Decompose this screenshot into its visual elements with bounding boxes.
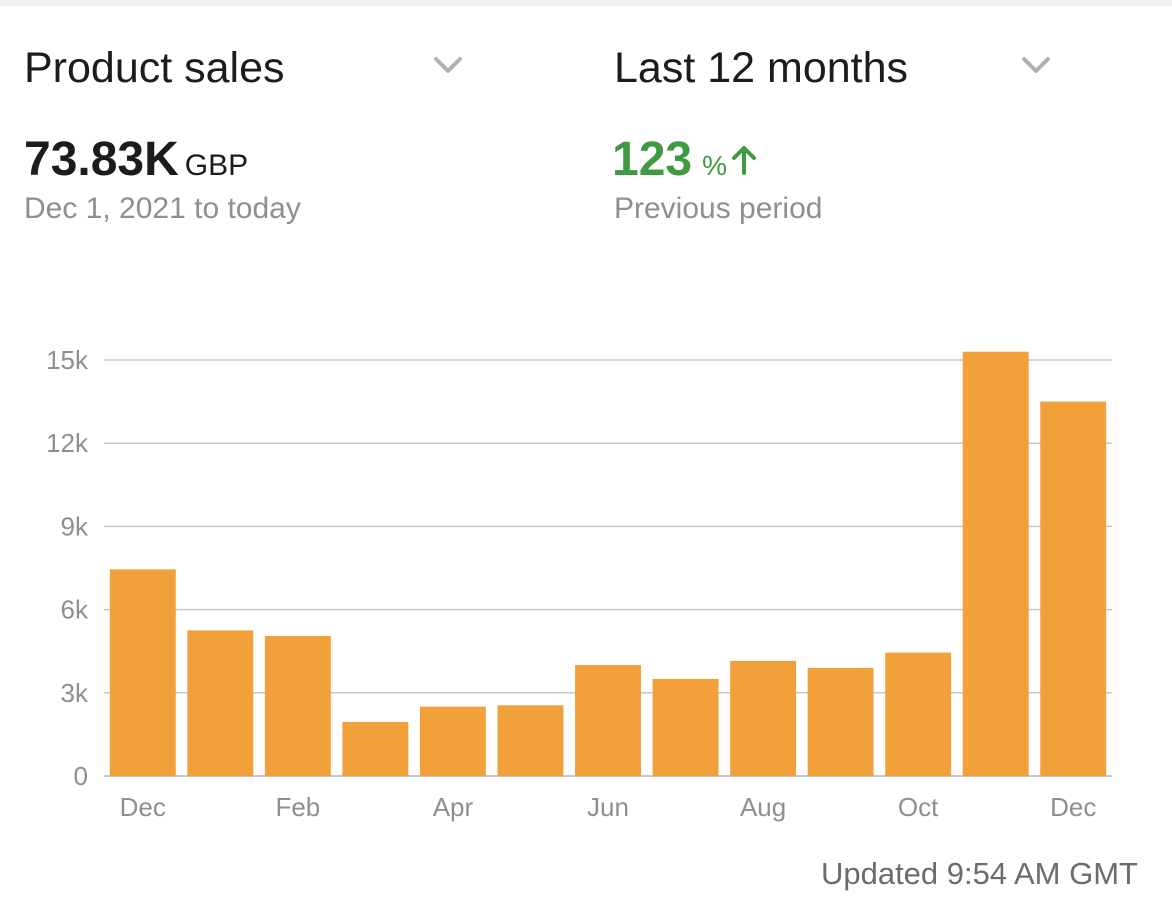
x-tick-label: Oct (898, 792, 939, 822)
growth-value: 123% (612, 130, 757, 190)
bar-jan-1[interactable] (187, 630, 254, 776)
x-tick-label: Feb (275, 792, 320, 822)
sales-bar-chart: 0 3k 6k 9k 12k 15k Dec Feb Apr Jun Aug Oct Dec (46, 345, 1112, 822)
top-band (0, 0, 1172, 6)
x-tick-label: Dec (120, 792, 166, 822)
bar-jun-6[interactable] (575, 665, 641, 776)
bar-dec-12[interactable] (1040, 401, 1107, 776)
previous-period-text: Previous period (614, 192, 823, 225)
metric-dropdown[interactable]: Product sales (24, 42, 474, 98)
y-tick-label: 6k (61, 595, 89, 625)
x-tick-label: Dec (1050, 792, 1096, 822)
chevron-down-icon (1022, 57, 1050, 73)
growth-number: 123 (612, 133, 693, 186)
y-tick-label: 15k (46, 345, 89, 375)
updated-timestamp: Updated 9:54 AM GMT (820, 856, 1138, 891)
y-tick-label: 3k (61, 678, 89, 708)
x-tick-label: Aug (740, 792, 786, 822)
y-tick-label: 12k (46, 428, 89, 458)
x-axis-ticks: Dec Feb Apr Jun Aug Oct Dec (120, 792, 1097, 822)
y-axis-ticks: 0 3k 6k 9k 12k 15k (46, 345, 89, 791)
bar-nov-11[interactable] (962, 351, 1029, 776)
metric-dropdown-label: Product sales (24, 44, 285, 92)
chevron-down-icon (434, 57, 462, 73)
bar-dec-0[interactable] (109, 569, 176, 776)
arrow-up-icon (732, 146, 756, 175)
x-tick-label: Jun (587, 792, 629, 822)
bar-jul-7[interactable] (652, 678, 719, 776)
bar-oct-10[interactable] (885, 652, 952, 776)
y-tick-label: 9k (61, 511, 89, 541)
y-tick-label: 0 (74, 761, 88, 791)
period-dropdown[interactable]: Last 12 months (614, 42, 1064, 98)
growth-percent-sign: % (702, 150, 727, 181)
bar-mar-3[interactable] (342, 721, 409, 776)
bar-aug-8[interactable] (730, 660, 797, 776)
bar-apr-4[interactable] (419, 706, 486, 776)
currency-unit: GBP (184, 149, 249, 182)
total-sales-value: 73.83K GBP (24, 130, 248, 190)
total-sales-number: 73.83K (24, 133, 179, 186)
bar-may-5[interactable] (497, 705, 564, 776)
x-tick-label: Apr (433, 792, 474, 822)
date-range-text: Dec 1, 2021 to today (24, 192, 301, 225)
period-dropdown-label: Last 12 months (614, 44, 909, 92)
bar-feb-2[interactable] (264, 635, 331, 776)
bars (109, 351, 1107, 776)
bar-sep-9[interactable] (807, 667, 874, 776)
